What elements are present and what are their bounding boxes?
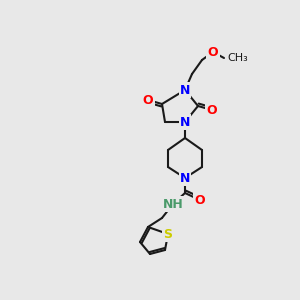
Text: O: O <box>207 103 217 116</box>
Text: NH: NH <box>163 197 183 211</box>
Text: N: N <box>180 83 190 97</box>
Text: N: N <box>180 116 190 128</box>
Text: N: N <box>180 172 190 184</box>
Text: S: S <box>164 227 172 241</box>
Text: O: O <box>208 46 218 59</box>
Text: CH₃: CH₃ <box>227 53 248 63</box>
Text: O: O <box>143 94 153 106</box>
Text: O: O <box>195 194 205 206</box>
